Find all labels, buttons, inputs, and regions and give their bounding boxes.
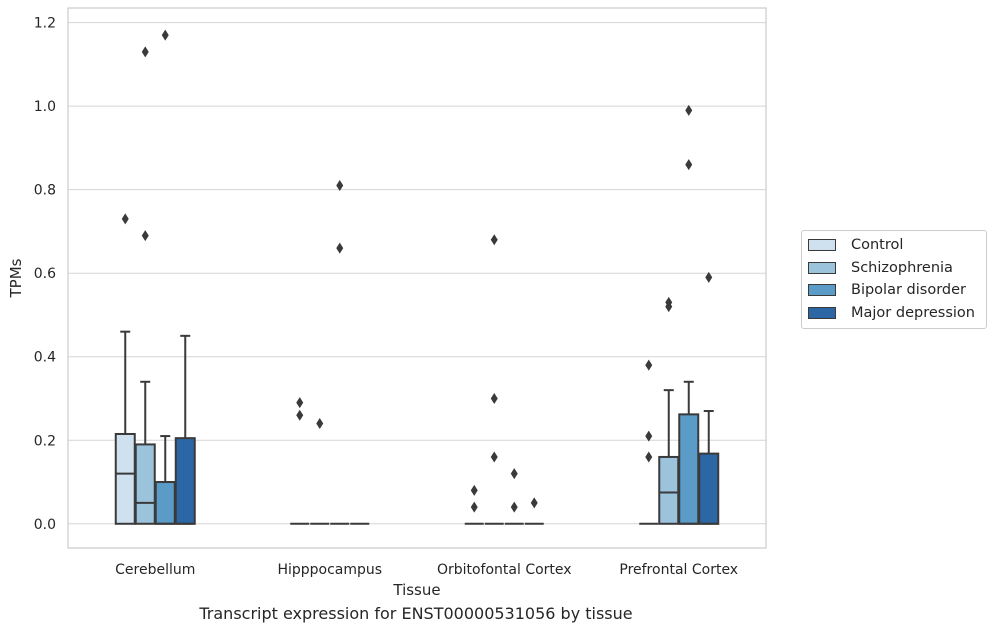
- legend-swatch: [808, 284, 836, 297]
- y-tick-label: 1.2: [34, 16, 56, 32]
- legend-item: Control: [802, 234, 986, 257]
- outlier-point: [685, 159, 693, 171]
- outlier-point: [645, 430, 653, 442]
- outlier-point: [336, 179, 344, 191]
- box-3-0: [174, 437, 196, 525]
- outlier-point: [470, 484, 478, 496]
- outlier-point: [510, 501, 518, 513]
- x-tick-label: Hipppocampus: [277, 562, 382, 578]
- y-tick-label: 0.6: [34, 266, 56, 282]
- outlier-point: [645, 359, 653, 371]
- x-tick-label: Cerebellum: [115, 562, 195, 578]
- outlier-point: [121, 213, 129, 225]
- legend-label: Bipolar disorder: [851, 282, 966, 299]
- y-tick-label: 1.0: [34, 99, 56, 115]
- box-3-3: [698, 452, 720, 525]
- outlier-point: [645, 451, 653, 463]
- outlier-point: [510, 468, 518, 480]
- outlier-point: [490, 451, 498, 463]
- chart-caption: Transcript expression for ENST0000053105…: [199, 604, 633, 623]
- x-tick-label: Prefrontal Cortex: [619, 562, 738, 578]
- legend-label: Schizophrenia: [851, 259, 953, 276]
- plot-frame: [67, 7, 767, 549]
- outlier-point: [530, 497, 538, 509]
- legend-label: Major depression: [851, 304, 975, 321]
- outlier-point: [470, 501, 478, 513]
- outlier-point: [336, 242, 344, 254]
- outlier-point: [296, 409, 304, 421]
- x-axis-label: Tissue: [392, 581, 440, 599]
- box-2-3: [678, 413, 700, 525]
- legend-swatch: [808, 306, 836, 319]
- legend-item: Major depression: [802, 302, 986, 325]
- outlier-point: [141, 230, 149, 242]
- chart-legend: Control Schizophrenia Bipolar disorder Majo…: [801, 230, 987, 329]
- box-1-3: [658, 455, 680, 525]
- y-tick-label: 0.4: [34, 350, 56, 366]
- y-tick-label: 0.2: [34, 433, 56, 449]
- outlier-point: [490, 234, 498, 246]
- outlier-point: [161, 29, 169, 41]
- outlier-point: [685, 104, 693, 116]
- y-tick-label: 0.8: [34, 183, 56, 199]
- legend-swatch: [808, 261, 836, 274]
- outlier-point: [705, 271, 713, 283]
- box-0-0: [114, 432, 136, 525]
- outlier-point: [141, 46, 149, 58]
- x-tick-label: Orbitofontal Cortex: [437, 562, 572, 578]
- y-tick-label: 0.0: [34, 517, 56, 533]
- legend-item: Bipolar disorder: [802, 279, 986, 302]
- legend-label: Control: [851, 237, 904, 254]
- outlier-point: [296, 397, 304, 409]
- outlier-point: [316, 418, 324, 430]
- y-axis-label: TPMs: [7, 258, 25, 298]
- outlier-point: [665, 296, 673, 308]
- legend-swatch: [808, 239, 836, 252]
- outlier-point: [490, 392, 498, 404]
- box-1-0: [134, 443, 156, 525]
- legend-item: Schizophrenia: [802, 257, 986, 280]
- box-2-0: [154, 481, 176, 525]
